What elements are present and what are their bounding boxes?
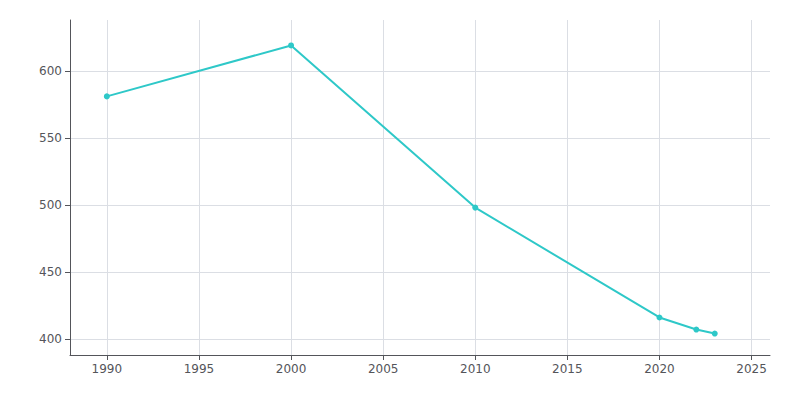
svg-text:400: 400 <box>39 332 62 346</box>
svg-text:2010: 2010 <box>460 362 491 376</box>
svg-text:2025: 2025 <box>736 362 767 376</box>
svg-text:2015: 2015 <box>552 362 583 376</box>
svg-text:550: 550 <box>39 131 62 145</box>
svg-text:2005: 2005 <box>368 362 399 376</box>
svg-text:1990: 1990 <box>92 362 123 376</box>
svg-text:450: 450 <box>39 265 62 279</box>
svg-text:2000: 2000 <box>276 362 307 376</box>
svg-text:600: 600 <box>39 64 62 78</box>
svg-text:1995: 1995 <box>184 362 215 376</box>
svg-text:2020: 2020 <box>644 362 675 376</box>
svg-text:500: 500 <box>39 198 62 212</box>
